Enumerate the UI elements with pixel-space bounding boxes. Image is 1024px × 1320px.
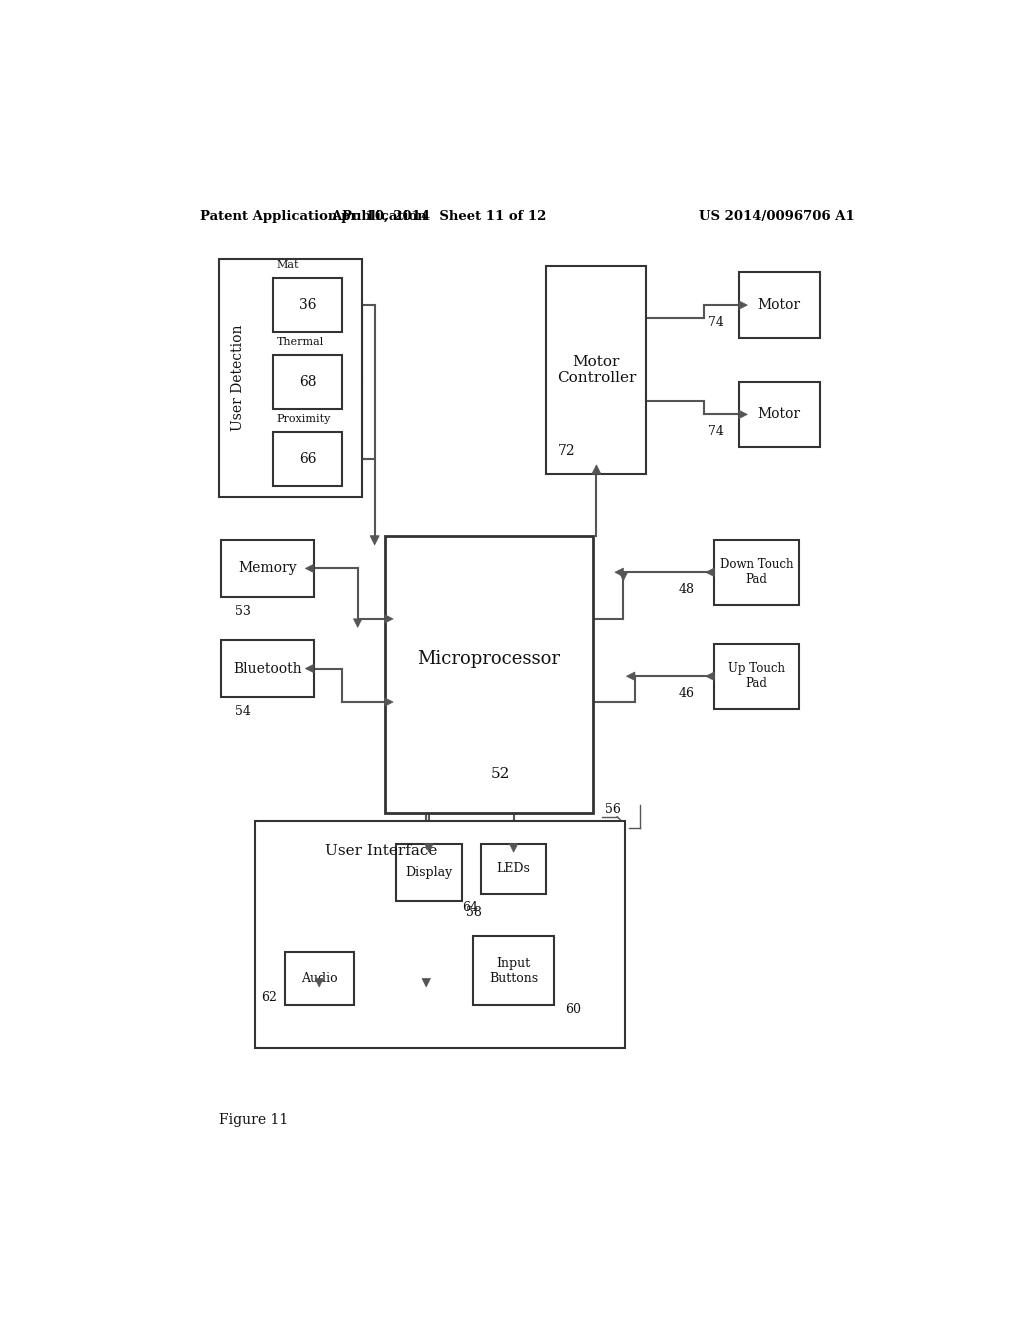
Bar	[714, 644, 799, 709]
Text: Figure 11: Figure 11	[219, 1113, 289, 1127]
Polygon shape	[706, 568, 714, 577]
Text: Motor: Motor	[758, 408, 801, 421]
Polygon shape	[627, 672, 635, 681]
Bar	[273, 355, 342, 409]
Text: Proximity: Proximity	[276, 414, 331, 424]
Bar	[547, 267, 646, 474]
Polygon shape	[385, 615, 393, 623]
Text: Bluetooth: Bluetooth	[233, 661, 302, 676]
Text: Apr. 10, 2014  Sheet 11 of 12: Apr. 10, 2014 Sheet 11 of 12	[331, 210, 546, 223]
Text: Mat: Mat	[276, 260, 299, 271]
Polygon shape	[509, 843, 518, 853]
Polygon shape	[614, 568, 624, 577]
Polygon shape	[305, 664, 313, 673]
Text: User Detection: User Detection	[231, 325, 246, 432]
Polygon shape	[370, 536, 379, 545]
Text: 66: 66	[299, 451, 316, 466]
Text: LEDs: LEDs	[497, 862, 530, 875]
Bar	[273, 432, 342, 486]
Text: 58: 58	[466, 907, 481, 920]
Polygon shape	[315, 978, 324, 987]
Polygon shape	[739, 301, 748, 309]
Text: 74: 74	[708, 425, 724, 438]
Bar	[739, 272, 819, 338]
Bar	[385, 536, 593, 813]
Polygon shape	[620, 573, 628, 581]
Bar	[255, 821, 625, 1048]
Text: Input
Buttons: Input Buttons	[489, 957, 539, 985]
Polygon shape	[739, 411, 748, 418]
Text: 53: 53	[236, 605, 251, 618]
Polygon shape	[305, 564, 313, 573]
Bar	[219, 259, 361, 498]
Polygon shape	[385, 698, 393, 706]
Text: Down Touch
Pad: Down Touch Pad	[720, 558, 794, 586]
Text: 48: 48	[679, 583, 695, 597]
Bar	[221, 640, 313, 697]
Polygon shape	[422, 978, 430, 987]
Bar	[714, 540, 799, 605]
Text: 52: 52	[490, 767, 510, 781]
Text: 64: 64	[462, 902, 477, 915]
Text: 46: 46	[679, 686, 695, 700]
Text: User Interface: User Interface	[325, 843, 437, 858]
Text: 68: 68	[299, 375, 316, 388]
Text: Thermal: Thermal	[276, 337, 325, 347]
Bar	[285, 952, 354, 1006]
Text: 72: 72	[558, 444, 575, 458]
Bar	[481, 843, 547, 894]
Polygon shape	[706, 672, 714, 681]
Text: US 2014/0096706 A1: US 2014/0096706 A1	[698, 210, 854, 223]
Polygon shape	[425, 843, 433, 853]
Text: 60: 60	[565, 1003, 582, 1016]
Text: Audio: Audio	[301, 972, 338, 985]
Text: 74: 74	[708, 315, 724, 329]
Polygon shape	[353, 619, 361, 627]
Text: Display: Display	[406, 866, 453, 879]
Text: Patent Application Publication: Patent Application Publication	[200, 210, 427, 223]
Polygon shape	[592, 465, 601, 474]
Text: 36: 36	[299, 298, 316, 312]
Text: 56: 56	[605, 803, 621, 816]
Text: Motor: Motor	[758, 298, 801, 312]
Bar	[739, 381, 819, 447]
Bar	[273, 277, 342, 331]
Bar	[396, 843, 462, 902]
Text: Up Touch
Pad: Up Touch Pad	[728, 663, 785, 690]
Text: Motor
Controller: Motor Controller	[557, 355, 636, 385]
Text: Microprocessor: Microprocessor	[417, 649, 560, 668]
Text: Memory: Memory	[239, 561, 297, 576]
Text: 62: 62	[261, 991, 276, 1005]
Text: 54: 54	[236, 705, 251, 718]
Bar	[221, 540, 313, 597]
Bar	[473, 936, 554, 1006]
